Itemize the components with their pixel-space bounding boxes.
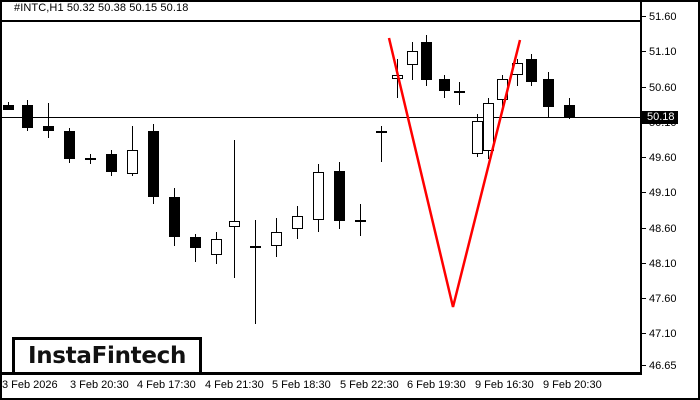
price-tick-label: 50.60 — [649, 81, 677, 94]
tick-mark — [642, 192, 646, 194]
price-tick-label: 47.60 — [649, 293, 677, 306]
candle-wick — [48, 103, 49, 139]
candle-body — [454, 91, 465, 94]
candle-body — [211, 239, 222, 256]
tick-mark — [642, 298, 646, 300]
price-axis[interactable]: 51.6051.1050.6050.1049.6049.1048.6048.10… — [642, 0, 700, 375]
candle-body — [106, 154, 117, 173]
time-tick-label: 9 Feb 20:30 — [543, 379, 602, 391]
price-tick-label: 49.60 — [649, 152, 677, 164]
current-price-badge: 50.18 — [642, 111, 678, 125]
tick-mark — [642, 157, 646, 158]
candle-body — [250, 246, 261, 249]
candlestick-plot-area[interactable] — [2, 20, 640, 373]
current-price-line — [2, 117, 640, 119]
candle-body — [472, 121, 483, 155]
price-axis-divider — [640, 0, 642, 375]
candle-body — [64, 131, 75, 160]
tick-mark — [642, 227, 646, 229]
tick-mark — [642, 16, 646, 17]
price-tick-label: 46.65 — [649, 360, 677, 372]
candle-wick — [255, 220, 256, 324]
tick-mark — [642, 86, 646, 88]
candle-body — [543, 79, 554, 108]
candle-body — [392, 74, 403, 80]
price-tick-label: 51.10 — [649, 46, 677, 59]
candle-body — [271, 232, 282, 247]
tick-mark — [642, 365, 646, 366]
time-axis[interactable]: 3 Feb 2026 3 Feb 20:30 4 Feb 17:30 4 Feb 21… — [0, 375, 700, 400]
candle-body — [229, 221, 240, 228]
candle-body — [148, 131, 159, 197]
tick-mark — [642, 262, 646, 264]
candle-body — [3, 105, 14, 111]
price-tick-label: 49.10 — [649, 187, 677, 200]
watermark-logo: InstaFintech — [12, 337, 202, 375]
candle-body — [564, 105, 575, 118]
candle-wick — [195, 234, 196, 263]
price-tick-label: 48.60 — [649, 222, 677, 235]
candle-wick — [360, 203, 361, 236]
candle-wick — [381, 126, 382, 162]
candle-wick — [234, 140, 235, 278]
tick-mark — [642, 51, 646, 53]
time-tick-label: 4 Feb 17:30 — [137, 379, 196, 391]
time-tick-label: 4 Feb 21:30 — [205, 379, 264, 391]
time-tick-label: 6 Feb 19:30 — [407, 379, 466, 391]
tick-mark — [642, 333, 646, 335]
candle-wick — [459, 81, 460, 106]
candle-body — [376, 131, 387, 134]
candle-body — [43, 126, 54, 132]
plot-bottom-border — [2, 372, 640, 375]
chart-title: #INTC,H1 50.32 50.38 50.15 50.18 — [14, 2, 189, 14]
time-tick-label: 5 Feb 18:30 — [272, 379, 331, 391]
candle-body — [313, 172, 324, 221]
plot-top-border — [2, 20, 640, 22]
logo-text: InstaFintech — [27, 343, 187, 369]
candle-body — [190, 236, 201, 249]
candle-body — [497, 79, 508, 101]
price-tick-label: 48.10 — [649, 257, 677, 270]
candle-body — [512, 62, 523, 75]
time-tick-label: 5 Feb 22:30 — [340, 379, 399, 391]
candle-body — [22, 105, 33, 129]
candle-body — [169, 196, 180, 237]
candle-body — [407, 50, 418, 65]
candle-body — [355, 220, 366, 223]
time-tick-label: 9 Feb 16:30 — [475, 379, 534, 391]
candle-body — [85, 158, 96, 160]
price-tick-label: 47.10 — [649, 328, 677, 341]
candle-body — [127, 149, 138, 175]
time-tick-label: 3 Feb 20:30 — [70, 379, 129, 391]
candle-body — [439, 79, 450, 92]
candle-body — [526, 59, 537, 82]
candle-body — [483, 103, 494, 151]
candle-body — [334, 170, 345, 222]
candle-body — [421, 41, 432, 81]
candle-body — [292, 215, 303, 229]
time-tick-label: 3 Feb 2026 — [2, 379, 58, 391]
price-tick-label: 51.60 — [649, 11, 677, 23]
